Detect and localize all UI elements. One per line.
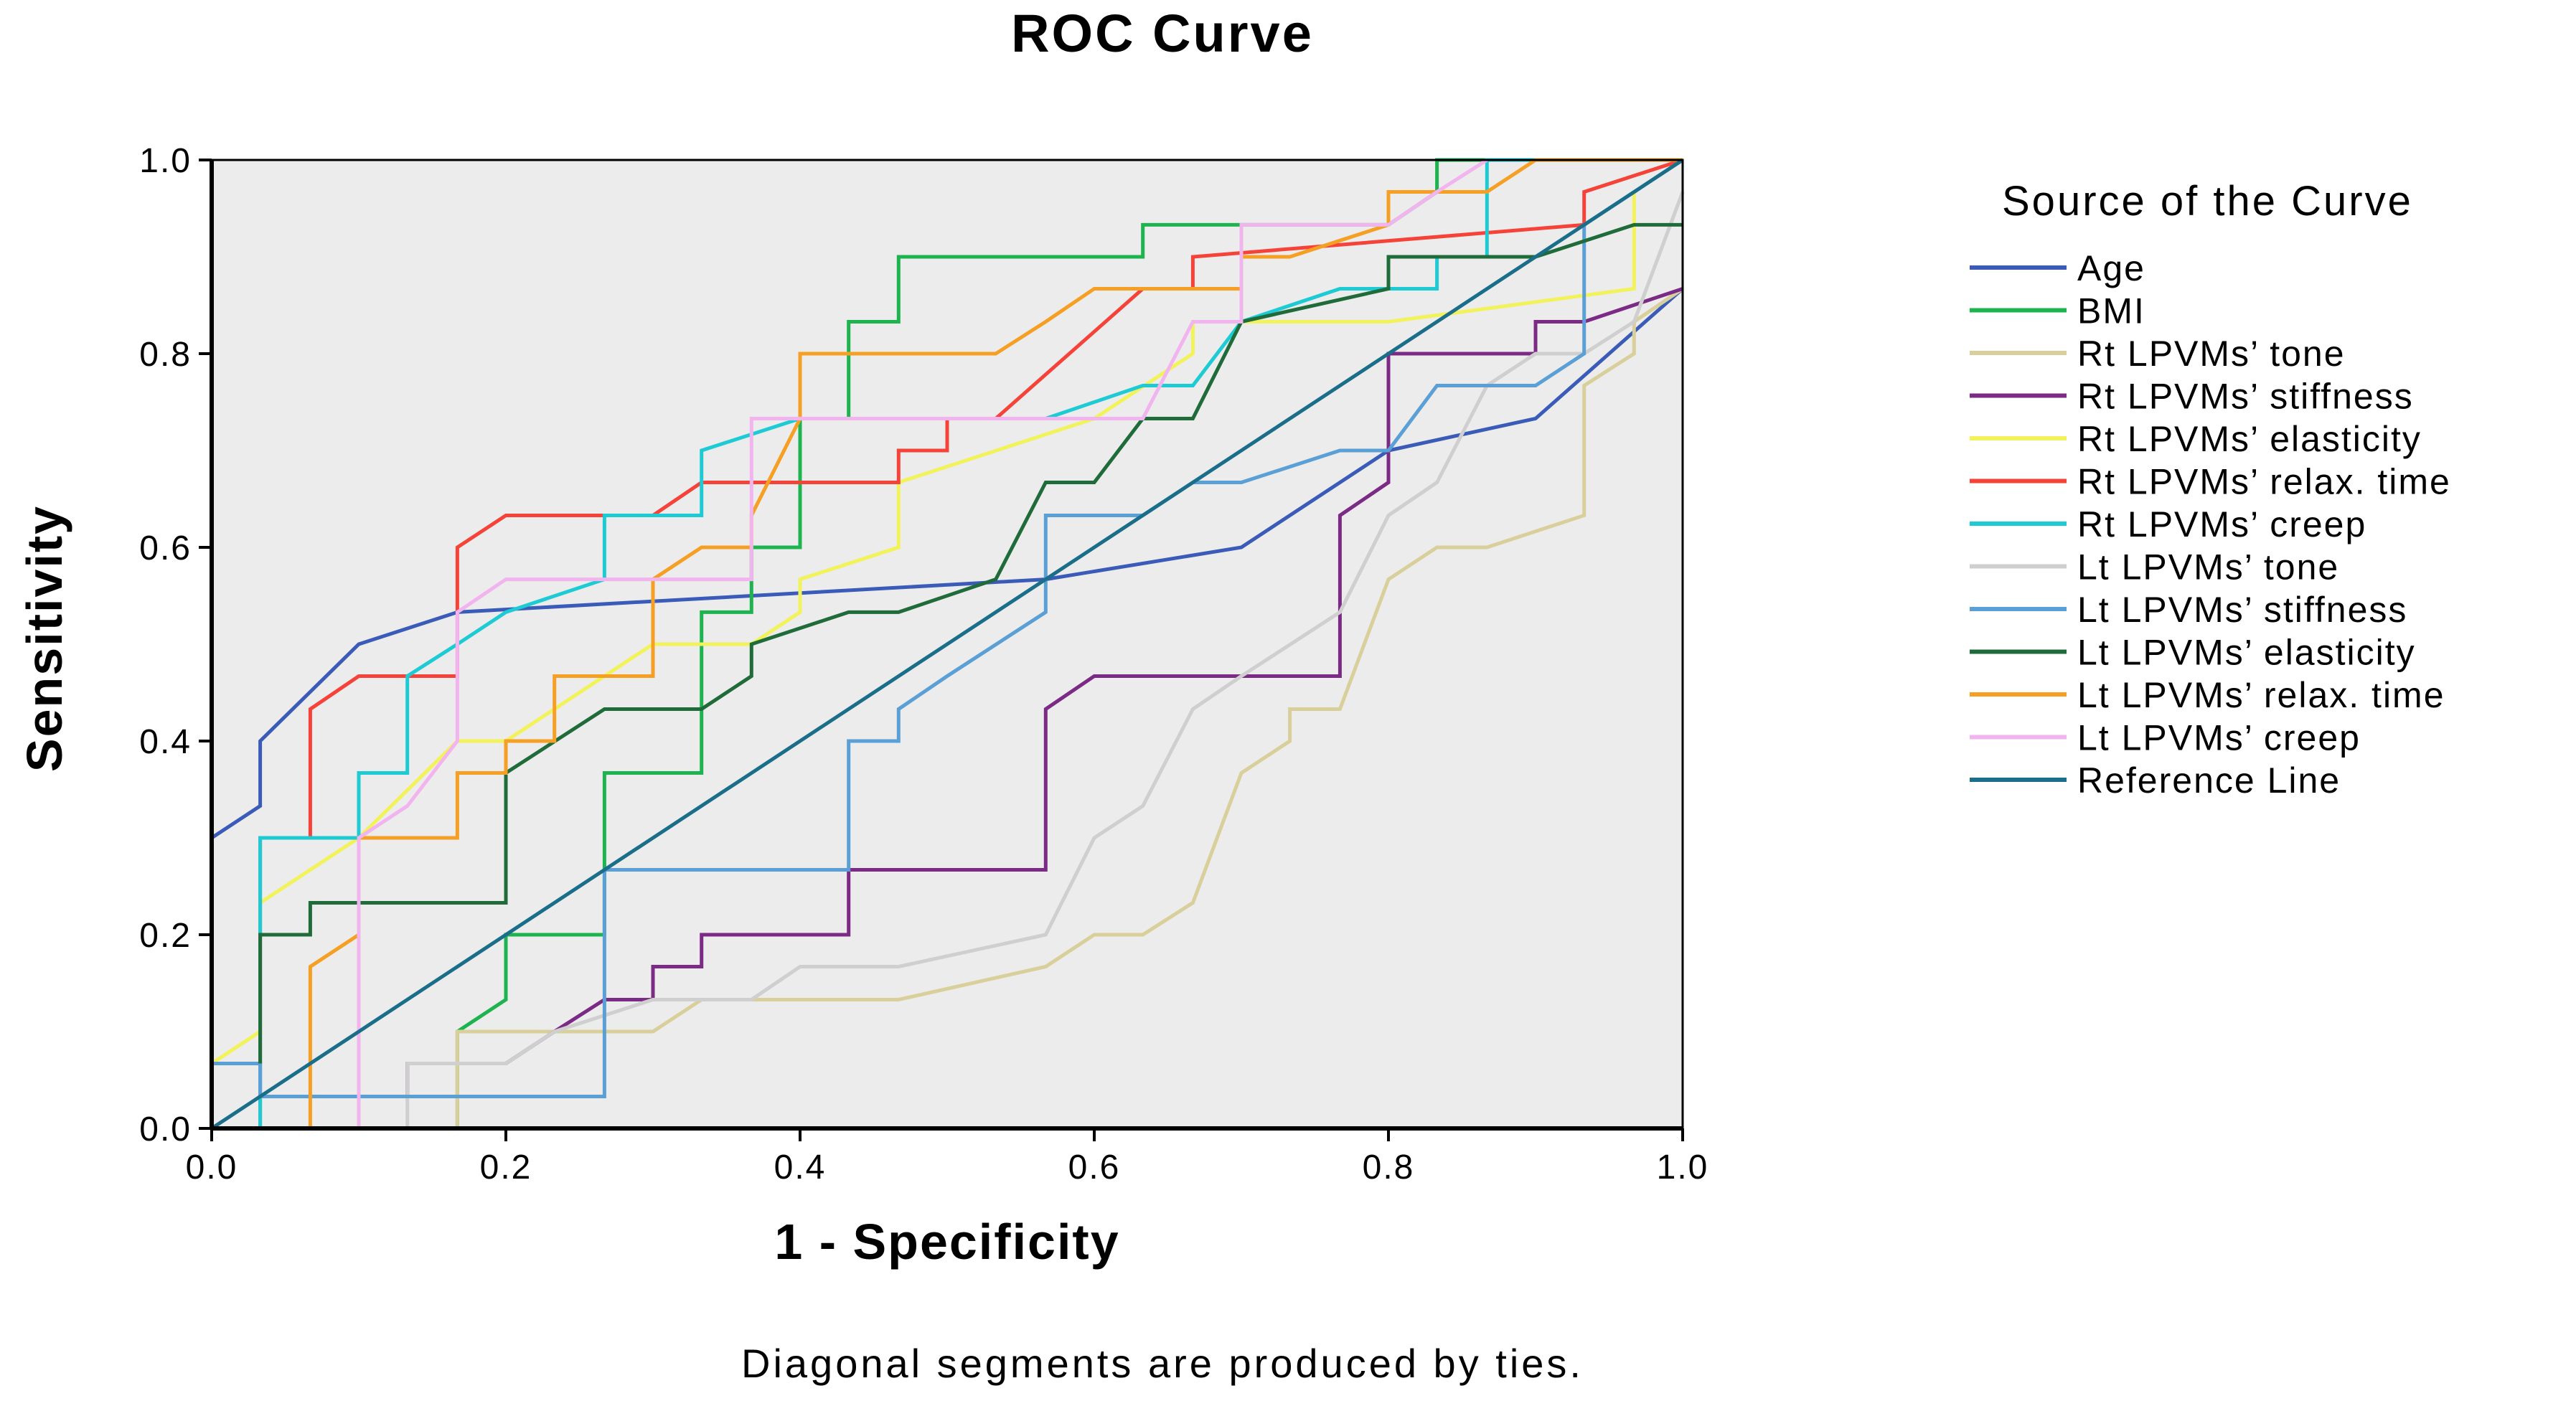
y-tick-label-4: 0.8 xyxy=(139,336,192,374)
legend-label-2: Rt LPVMs’ tone xyxy=(2077,334,2346,374)
x-tick-label-4: 0.8 xyxy=(1363,1148,1415,1187)
y-tick-label-3: 0.6 xyxy=(139,529,192,567)
y-tick-label-5: 1.0 xyxy=(139,142,192,180)
y-tick-label-0: 0.0 xyxy=(139,1110,192,1148)
x-tick-label-3: 0.6 xyxy=(1068,1148,1121,1187)
legend-label-10: Lt LPVMs’ relax. time xyxy=(2077,675,2445,715)
series-line-11 xyxy=(357,158,1488,1128)
legend-label-4: Rt LPVMs’ elasticity xyxy=(2077,419,2422,459)
footnote: Diagonal segments are produced by ties. xyxy=(741,1341,1584,1386)
y-axis-label: Sensitivity xyxy=(17,505,72,772)
series-line-10 xyxy=(308,158,1683,1128)
legend-label-3: Rt LPVMs’ stiffness xyxy=(2077,377,2414,417)
series-line-6 xyxy=(258,158,1683,1128)
legend-label-5: Rt LPVMs’ relax. time xyxy=(2077,462,2451,502)
y-tick-label-2: 0.4 xyxy=(139,723,192,761)
series-line-2 xyxy=(455,287,1684,1128)
legend-title: Source of the Curve xyxy=(2002,178,2413,225)
y-tick-label-1: 0.2 xyxy=(139,917,192,955)
legend-label-12: Reference Line xyxy=(2077,760,2341,801)
x-tick-label-0: 0.0 xyxy=(186,1148,238,1187)
legend-label-0: Age xyxy=(2077,248,2145,288)
series-line-5 xyxy=(258,158,1683,1128)
series-line-7 xyxy=(405,191,1685,1128)
legend-label-1: BMI xyxy=(2077,291,2145,331)
legend-label-9: Lt LPVMs’ elasticity xyxy=(2077,633,2416,673)
x-tick-label-5: 1.0 xyxy=(1657,1148,1709,1187)
legend-label-7: Lt LPVMs’ tone xyxy=(2077,547,2339,588)
axes-layer: 0.00.0 0.2 0.2 0.4 0.4 0.6 0.6 0.8 0.8 1.0 1.0 xyxy=(139,142,1709,1187)
chart-title: ROC Curve xyxy=(1011,4,1314,63)
x-tick-label-2: 0.4 xyxy=(774,1148,827,1187)
x-axis-label: 1 - Specificity xyxy=(774,1214,1119,1270)
series-line-9 xyxy=(258,222,1683,1064)
legend-label-11: Lt LPVMs’ creep xyxy=(2077,718,2361,758)
series-line-8 xyxy=(212,158,1684,1098)
series-line-4 xyxy=(210,158,1684,1065)
series-layer xyxy=(210,158,1685,1131)
x-tick-label-1: 0.2 xyxy=(480,1148,532,1187)
legend-label-6: Rt LPVMs’ creep xyxy=(2077,504,2366,544)
series-line-12 xyxy=(210,158,1684,1131)
legend-label-8: Lt LPVMs’ stiffness xyxy=(2077,590,2407,630)
